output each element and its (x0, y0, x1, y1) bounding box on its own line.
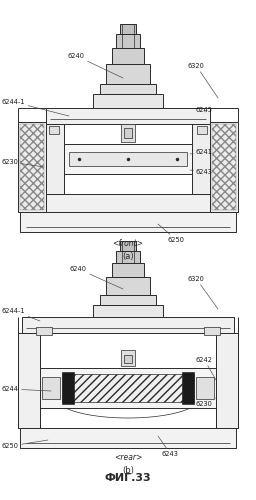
Text: 6230: 6230 (196, 398, 216, 407)
Bar (62, 372, 74, 404)
Text: 6320: 6320 (188, 63, 218, 98)
Text: 6250: 6250 (158, 224, 185, 243)
Text: 6244-1: 6244-1 (2, 308, 40, 321)
Bar (124, 128, 132, 138)
Bar (216, 333, 238, 428)
Bar (69, 152, 187, 166)
Bar (100, 295, 156, 305)
Bar (182, 372, 194, 404)
Bar (36, 327, 52, 335)
Text: (b): (b) (122, 466, 134, 474)
Text: 6244: 6244 (2, 386, 51, 392)
Bar (20, 212, 236, 232)
Bar (106, 277, 150, 295)
Bar (62, 374, 194, 402)
Text: (a): (a) (122, 252, 134, 260)
Bar (120, 24, 136, 34)
Bar (196, 377, 214, 399)
Bar (121, 124, 135, 142)
Bar (93, 94, 163, 108)
Text: <rear>: <rear> (114, 454, 142, 462)
Bar (116, 251, 140, 263)
Bar (20, 428, 236, 448)
Bar (46, 124, 64, 194)
Bar (22, 317, 234, 333)
Text: 6240: 6240 (70, 266, 123, 289)
Text: 6243: 6243 (190, 169, 213, 175)
Bar (100, 84, 156, 94)
Bar (46, 194, 210, 212)
Bar (64, 144, 192, 174)
Text: ФИГ.33: ФИГ.33 (105, 473, 151, 483)
Bar (124, 355, 132, 363)
Text: 6241: 6241 (190, 149, 213, 155)
Bar (20, 124, 44, 210)
Bar (197, 126, 207, 134)
Text: 6242: 6242 (196, 357, 216, 380)
Bar (46, 108, 210, 124)
Text: 6320: 6320 (188, 276, 218, 309)
Bar (40, 368, 216, 408)
Bar (116, 34, 140, 48)
Text: 6240: 6240 (68, 53, 123, 78)
Bar (18, 122, 46, 212)
Bar (204, 327, 220, 335)
Bar (192, 124, 210, 194)
Text: 6243: 6243 (158, 436, 179, 457)
Bar (93, 305, 163, 317)
Text: 6244-1: 6244-1 (2, 99, 69, 116)
Bar (121, 350, 135, 366)
Bar (106, 64, 150, 84)
Bar (120, 241, 136, 251)
Text: 6245: 6245 (196, 107, 213, 113)
Text: <front>: <front> (112, 240, 144, 248)
Bar (210, 122, 238, 212)
Bar (212, 124, 236, 210)
Bar (18, 333, 40, 428)
Text: 6230: 6230 (2, 159, 44, 167)
Bar (42, 377, 60, 399)
Text: 6250: 6250 (2, 440, 48, 449)
Bar (49, 126, 59, 134)
Bar (112, 263, 144, 277)
Bar (112, 48, 144, 64)
